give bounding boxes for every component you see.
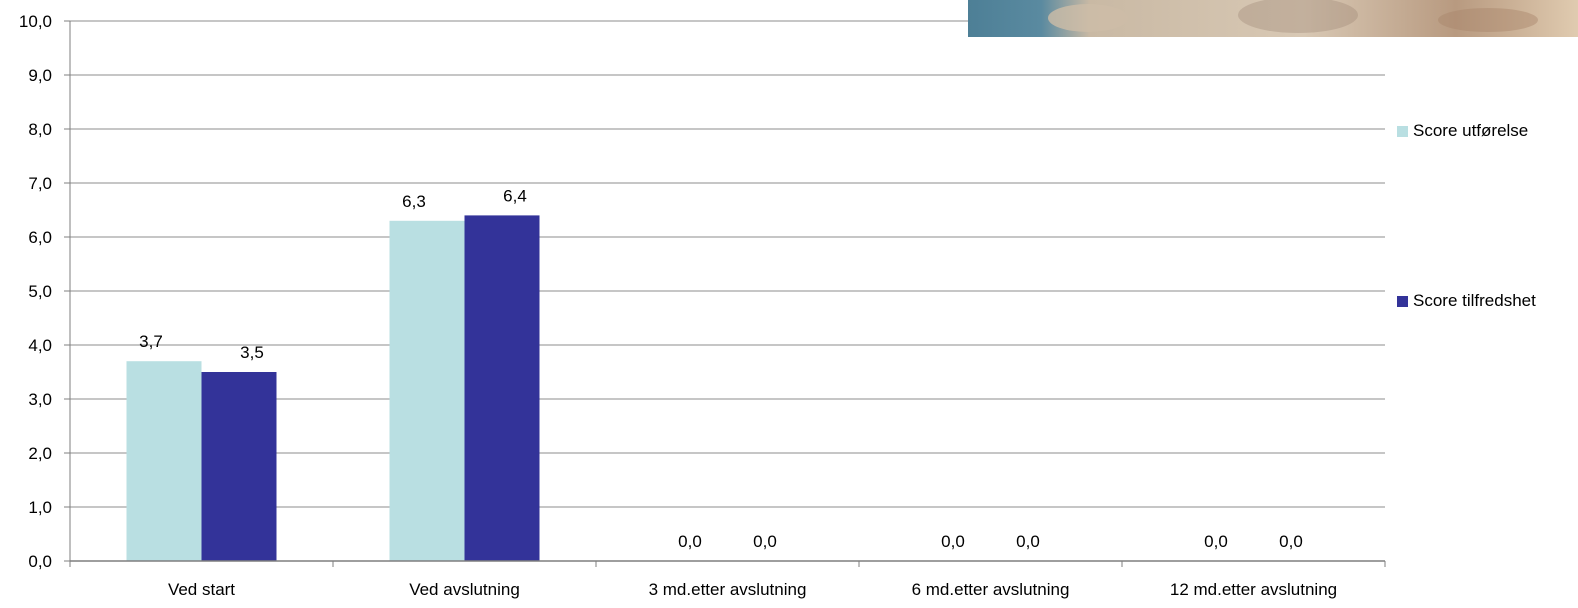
legend-swatch-score-utforelse (1397, 125, 1408, 137)
x-tick-label: 12 md.etter avslutning (1170, 580, 1337, 599)
data-label: 3,5 (240, 343, 264, 362)
data-label: 0,0 (753, 532, 777, 551)
legend: Score utførelse Score tilfredshet (1397, 0, 1578, 603)
bar-1-1 (464, 215, 540, 561)
y-tick-label: 1,0 (28, 498, 52, 517)
legend-item-score-utforelse: Score utførelse (1397, 121, 1528, 141)
data-label: 0,0 (1279, 532, 1303, 551)
y-tick-label: 0,0 (28, 552, 52, 571)
data-label: 0,0 (678, 532, 702, 551)
photo-fragment-icon (968, 0, 1578, 37)
bar-0-0 (126, 361, 202, 561)
x-tick-label: Ved start (168, 580, 235, 599)
bar-1-0 (201, 372, 277, 561)
y-tick-label: 2,0 (28, 444, 52, 463)
y-tick-label: 10,0 (19, 12, 52, 31)
bars (126, 215, 540, 562)
data-label: 0,0 (1204, 532, 1228, 551)
legend-swatch-score-tilfredshet (1397, 295, 1408, 307)
legend-label-score-tilfredshet: Score tilfredshet (1413, 291, 1536, 310)
data-label: 0,0 (1016, 532, 1040, 551)
data-label: 6,4 (503, 186, 527, 205)
y-tick-label: 5,0 (28, 282, 52, 301)
x-axis-tick-labels: Ved start Ved avslutning 3 md.etter avslut… (168, 580, 1337, 599)
y-tick-label: 7,0 (28, 174, 52, 193)
y-tick-label: 6,0 (28, 228, 52, 247)
data-label: 0,0 (941, 532, 965, 551)
legend-item-score-tilfredshet: Score tilfredshet (1397, 291, 1536, 311)
x-tick-label: Ved avslutning (409, 580, 520, 599)
y-axis-tick-labels: 0,0 1,0 2,0 3,0 4,0 5,0 6,0 7,0 8,0 9,0 10,0 (19, 12, 52, 571)
y-tick-label: 8,0 (28, 120, 52, 139)
data-labels: 3,7 3,5 6,3 6,4 0,0 0,0 0,0 0,0 0,0 0,0 (139, 186, 1303, 551)
data-label: 6,3 (402, 192, 426, 211)
x-tick-label: 6 md.etter avslutning (912, 580, 1070, 599)
y-tick-label: 4,0 (28, 336, 52, 355)
y-tick-label: 9,0 (28, 66, 52, 85)
data-label: 3,7 (139, 332, 163, 351)
x-tick-label: 3 md.etter avslutning (649, 580, 807, 599)
y-tick-label: 3,0 (28, 390, 52, 409)
legend-label-score-utforelse: Score utførelse (1413, 121, 1529, 140)
bar-0-1 (389, 220, 465, 562)
gridlines (64, 20, 1386, 567)
